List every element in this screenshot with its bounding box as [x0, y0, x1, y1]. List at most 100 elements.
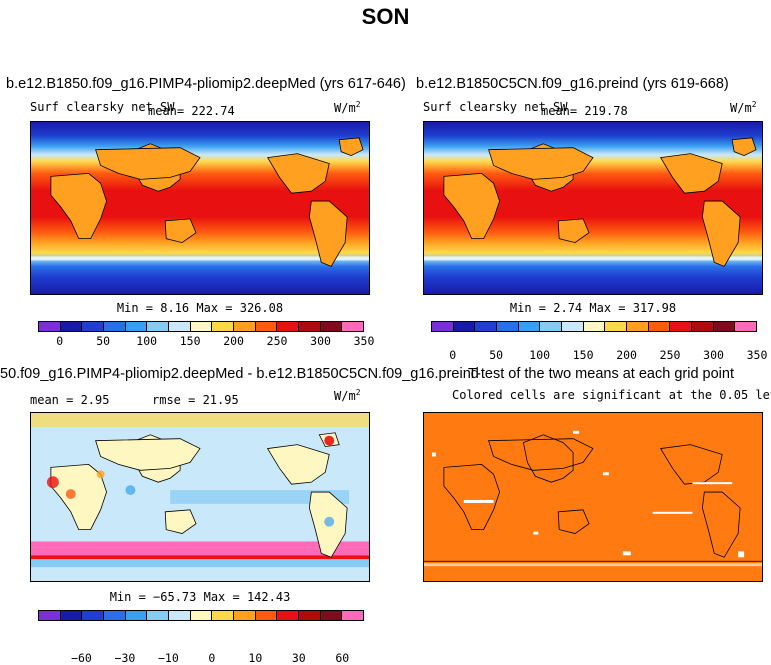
panel-2-variable-label: Surf clearsky net SW	[423, 100, 568, 114]
colorbar-swatch	[125, 322, 148, 331]
colorbar-swatch	[475, 322, 498, 331]
panel-1-colorbar-ticks: 0 50 100 150 200 250 300 350	[38, 334, 374, 348]
colorbar-swatch	[583, 322, 606, 331]
colorbar-tick-label: 350	[353, 334, 375, 348]
colorbar-tick-label: 250	[266, 334, 288, 348]
panel-3-units: W/m2	[334, 388, 361, 403]
panel-4-map	[423, 412, 763, 582]
colorbar-swatch	[82, 322, 105, 331]
colorbar-tick-label: −60	[71, 651, 92, 665]
panel-4-note: Colored cells are significant at the 0.0…	[452, 388, 771, 402]
colorbar-tick-label: −10	[158, 651, 179, 665]
panel-1-title: b.e12.B1850.f09_g16.PIMP4-pliomip2.deepM…	[6, 76, 406, 92]
colorbar-swatch	[104, 611, 126, 620]
colorbar-swatch	[104, 322, 126, 331]
colorbar-tick-label: 300	[703, 348, 724, 362]
colorbar-swatch	[147, 322, 170, 331]
colorbar-swatch	[234, 611, 256, 620]
colorbar-tick-label: 60	[335, 651, 350, 665]
colorbar-swatch	[299, 611, 321, 620]
significance-field	[424, 413, 762, 581]
colorbar-swatch	[255, 322, 278, 331]
colorbar-tick-label: 350	[746, 348, 768, 362]
panel-2-mean-label: mean= 219.78	[541, 104, 628, 118]
panel-2-colorbar-ticks: 0 50 100 150 200 250 300 350	[431, 348, 767, 362]
colorbar-tick-label: 0	[56, 334, 64, 348]
colorbar-swatch	[320, 611, 343, 620]
panel-1-minmax: Min = 8.16 Max = 326.08	[116, 301, 284, 315]
colorbar-tick-label: 0	[208, 651, 216, 665]
panel-1-map	[30, 121, 370, 295]
colorbar-tick-label: 30	[291, 651, 306, 665]
colorbar-swatch	[670, 322, 693, 331]
colorbar-swatch	[190, 322, 213, 331]
colorbar-swatch	[82, 611, 105, 620]
non-significant-cells	[424, 430, 762, 567]
colorbar-tick-label: 0	[449, 348, 457, 362]
colorbar-swatch	[320, 322, 343, 331]
colorbar-swatch	[169, 611, 191, 620]
colorbar-swatch	[190, 611, 213, 620]
colorbar-swatch	[60, 611, 83, 620]
continents	[424, 434, 762, 562]
colorbar-swatch	[39, 611, 61, 620]
colorbar-tick-label: 100	[529, 348, 551, 362]
panel-3-map	[30, 412, 370, 582]
colorbar-swatch	[432, 322, 454, 331]
colorbar-swatch	[277, 322, 300, 331]
panel-2-units: W/m2	[730, 100, 757, 115]
panel-3-rmse-label: rmse = 21.95	[152, 393, 239, 407]
panel-2-map	[423, 121, 763, 295]
continents	[50, 137, 364, 267]
panel-3-colorbar-ticks: −60 −30 −10 0 10 30 60	[38, 651, 364, 665]
continents	[443, 137, 757, 267]
colorbar-tick-label: 200	[616, 348, 637, 362]
sea-ice-edge	[31, 256, 369, 261]
colorbar-tick-label: 150	[179, 334, 201, 348]
colorbar-swatch	[735, 322, 757, 331]
colorbar-tick-label: 10	[248, 651, 263, 665]
colorbar-swatch	[169, 322, 191, 331]
panel-3-colorbar	[38, 610, 364, 621]
colorbar-swatch	[562, 322, 584, 331]
panel-1-variable-label: Surf clearsky net SW	[30, 100, 175, 114]
colorbar-swatch	[453, 322, 476, 331]
panel-2-minmax: Min = 2.74 Max = 317.98	[509, 301, 677, 315]
panel-1-mean-label: mean= 222.74	[148, 104, 235, 118]
panel-2-title: b.e12.B1850C5CN.f09_g16.preind (yrs 619-…	[416, 76, 729, 92]
colorbar-swatch	[255, 611, 278, 620]
figure-title: SON	[361, 4, 410, 29]
colorbar-swatch	[39, 322, 61, 331]
colorbar-swatch	[212, 322, 235, 331]
panel-1-units: W/m2	[334, 100, 361, 115]
colorbar-swatch	[605, 322, 628, 331]
colorbar-tick-label: −30	[114, 651, 136, 665]
colorbar-swatch	[342, 322, 364, 331]
colorbar-tick-label: 50	[489, 348, 504, 362]
colorbar-tick-label: 150	[572, 348, 594, 362]
sea-ice-edge	[424, 256, 762, 261]
colorbar-swatch	[518, 322, 541, 331]
panel-3-mean-label: mean = 2.95	[30, 393, 110, 407]
colorbar-swatch	[692, 322, 714, 331]
colorbar-tick-label: 100	[136, 334, 158, 348]
panel-3-title: 50.f09_g16.PIMP4-pliomip2.deepMed - b.e1…	[0, 366, 479, 382]
panel-4-title: T-test of the two means at each grid poi…	[468, 366, 734, 382]
colorbar-swatch	[234, 322, 256, 331]
colorbar-tick-label: 300	[310, 334, 331, 348]
colorbar-tick-label: 50	[96, 334, 111, 348]
colorbar-swatch	[277, 611, 300, 620]
colorbar-swatch	[125, 611, 148, 620]
hotspots	[46, 435, 335, 527]
colorbar-swatch	[497, 322, 519, 331]
colorbar-swatch	[648, 322, 671, 331]
panel-3-minmax: Min = −65.73 Max = 142.43	[109, 590, 291, 604]
colorbar-swatch	[342, 611, 364, 620]
colorbar-tick-label: 200	[223, 334, 244, 348]
colorbar-swatch	[299, 322, 321, 331]
colorbar-swatch	[713, 322, 736, 331]
panel-1-colorbar	[38, 321, 364, 332]
colorbar-swatch	[540, 322, 563, 331]
panel-2-colorbar	[431, 321, 757, 332]
colorbar-swatch	[627, 322, 649, 331]
